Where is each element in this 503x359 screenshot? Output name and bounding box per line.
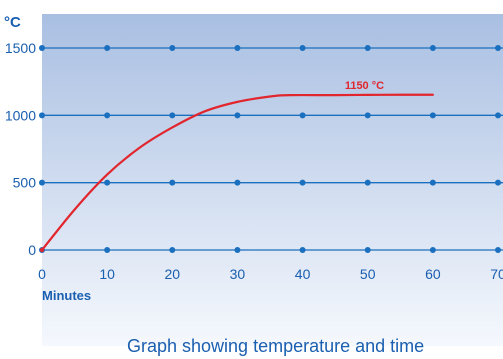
grid-dot [495, 45, 501, 51]
x-tick-label: 60 [425, 266, 441, 282]
x-tick-label: 0 [38, 266, 46, 282]
grid-dot [39, 179, 45, 186]
x-tick-label: 70 [490, 266, 503, 282]
grid-dot [495, 112, 501, 119]
grid-dot [299, 112, 306, 119]
grid-dot [364, 112, 371, 119]
y-tick-label: 1000 [5, 107, 36, 123]
grid-dot [169, 45, 176, 51]
grid-dot [299, 45, 306, 51]
grid-dot [234, 179, 241, 186]
x-tick-label: 10 [99, 266, 115, 282]
x-tick-label: 50 [360, 266, 376, 282]
grid-dot [169, 247, 176, 253]
grid-dot [169, 112, 176, 119]
grid-dot [234, 45, 241, 51]
grid-dot [364, 247, 371, 253]
grid-dot [495, 247, 501, 253]
peak-temperature-annotation: 1150 °C [345, 80, 384, 92]
y-axis-unit: °C [4, 14, 21, 31]
chart-title: Graph showing temperature and time [127, 336, 424, 356]
grid-dot [364, 179, 371, 186]
grid-dot [299, 247, 306, 253]
grid-dot [429, 45, 436, 51]
series-line-0 [40, 93, 434, 252]
grid-dot [234, 112, 241, 119]
x-tick-label: 40 [295, 266, 311, 282]
grid-dot [364, 45, 371, 51]
grid-dot [104, 45, 111, 51]
grid-dot [299, 179, 306, 186]
grid-dot [39, 45, 45, 51]
grid-dot [495, 179, 501, 186]
grid-dot [429, 247, 436, 253]
grid-dot [39, 112, 45, 119]
grid-dot [104, 112, 111, 119]
plot-background [42, 14, 503, 346]
x-axis-label: Minutes [42, 288, 91, 303]
series-start-point [39, 247, 45, 253]
grid-dot [429, 112, 436, 119]
y-tick-label: 500 [13, 175, 37, 191]
x-tick-label: 30 [230, 266, 246, 282]
y-tick-label: 1500 [5, 40, 36, 56]
grid-dot [429, 179, 436, 186]
grid-dot [104, 179, 111, 186]
y-tick-label: 0 [28, 242, 36, 258]
grid-dot [234, 247, 241, 253]
grid-dot [104, 247, 111, 253]
x-tick-label: 20 [164, 266, 180, 282]
grid-dot [169, 179, 176, 186]
